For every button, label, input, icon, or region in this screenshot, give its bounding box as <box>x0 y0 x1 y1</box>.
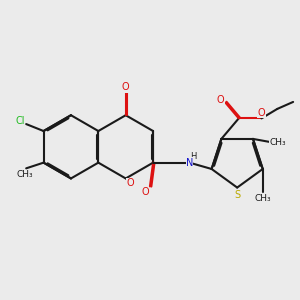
Text: Cl: Cl <box>16 116 25 126</box>
Text: O: O <box>127 178 134 188</box>
Text: O: O <box>141 187 149 197</box>
Text: O: O <box>122 82 130 92</box>
Text: O: O <box>258 108 265 118</box>
Text: CH₃: CH₃ <box>269 138 286 147</box>
Text: CH₃: CH₃ <box>254 194 271 203</box>
Text: H: H <box>190 152 196 161</box>
Text: S: S <box>234 190 240 200</box>
Text: CH₃: CH₃ <box>16 170 33 179</box>
Text: N: N <box>186 158 193 168</box>
Text: O: O <box>217 94 224 104</box>
